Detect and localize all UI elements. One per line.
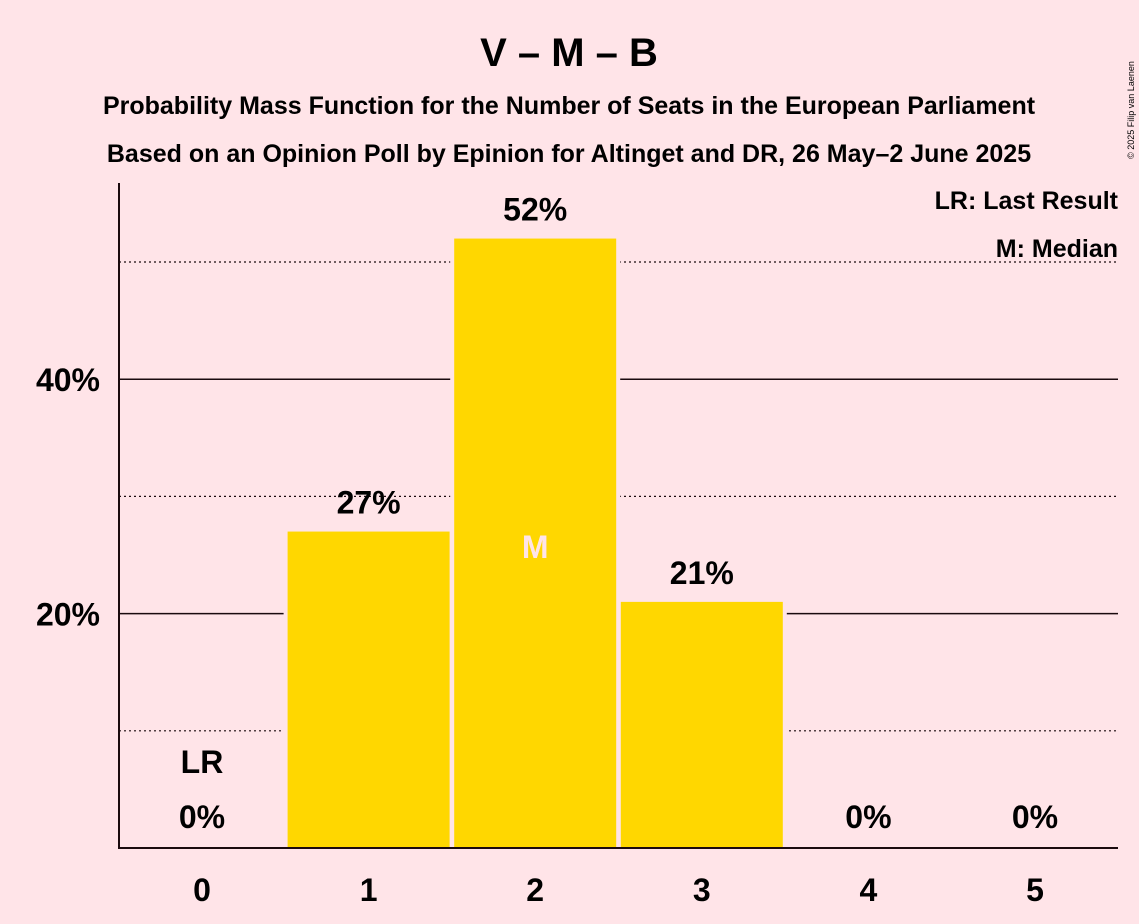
median-marker: M (522, 529, 549, 565)
last-result-marker: LR (181, 744, 224, 780)
x-tick-label: 1 (360, 872, 378, 908)
x-tick-label: 2 (526, 872, 544, 908)
axes (118, 183, 1118, 849)
bar-value-label: 0% (845, 799, 891, 835)
bar (287, 531, 450, 848)
x-tick-label: 0 (193, 872, 211, 908)
bar-value-label: 27% (337, 485, 401, 521)
bar-value-label: 52% (503, 192, 567, 228)
bar (454, 238, 617, 848)
y-tick-label: 20% (36, 597, 100, 633)
copyright-note: © 2025 Filip van Laenen (1126, 61, 1136, 159)
bars (283, 238, 787, 848)
bar-value-label: 0% (1012, 799, 1058, 835)
x-tick-label: 4 (860, 872, 878, 908)
bar (620, 601, 783, 848)
bar-value-label: 0% (179, 799, 225, 835)
y-tick-label: 40% (36, 362, 100, 398)
chart-subtitle-line-1: Probability Mass Function for the Number… (103, 92, 1036, 120)
legend-median: M: Median (996, 235, 1118, 263)
chart-subtitle-line-2: Based on an Opinion Poll by Epinion for … (107, 140, 1031, 168)
x-tick-label: 5 (1026, 872, 1044, 908)
legend-last-result: LR: Last Result (935, 187, 1119, 215)
chart-title: V – M – B (480, 31, 658, 75)
bar-value-label: 21% (670, 555, 734, 591)
x-tick-label: 3 (693, 872, 711, 908)
